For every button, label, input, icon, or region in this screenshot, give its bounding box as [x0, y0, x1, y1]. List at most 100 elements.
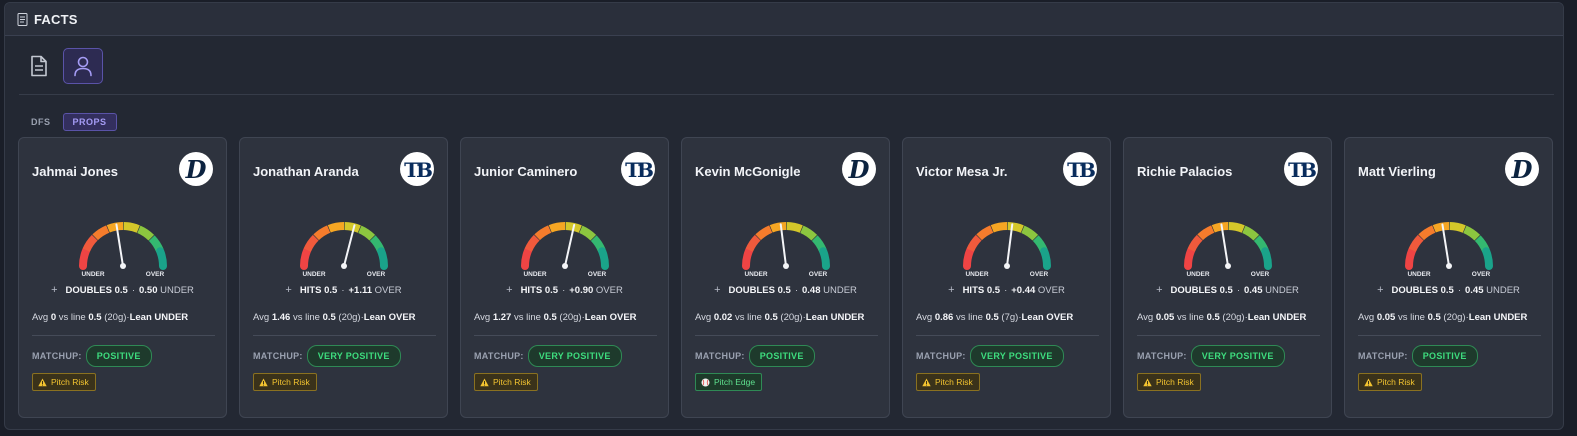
gauge-over-label: OVER	[1472, 271, 1491, 278]
gauge-needle	[115, 223, 124, 267]
avg-value: 0.05	[1155, 312, 1175, 323]
player-name: Matt Vierling	[1358, 164, 1436, 179]
gauge-segment	[327, 222, 345, 233]
stat-label: HITS 0.5	[962, 285, 1001, 296]
matchup-badge: POSITIVE	[748, 345, 815, 367]
detroit-tigers-logo: D	[179, 152, 213, 186]
matchup-badge: VERY POSITIVE	[1190, 345, 1285, 367]
stat-line: + DOUBLES 0.5 · 0.45 UNDER	[1377, 284, 1520, 296]
card-divider	[474, 335, 657, 336]
player-card[interactable]: Victor Mesa Jr. TB UNDER OVER + HITS 0.5 · +…	[902, 137, 1111, 418]
player-card[interactable]: Junior Caminero TB UNDER OVER + HITS 0.5 · +…	[460, 137, 669, 418]
card-divider	[32, 335, 215, 336]
svg-text:TB: TB	[1067, 158, 1095, 182]
stat-label: DOUBLES 0.5	[728, 285, 791, 296]
player-card[interactable]: Jahmai Jones D UNDER OVER + DOUBLES 0.5 · 0.…	[18, 137, 227, 418]
add-icon[interactable]: +	[51, 284, 58, 296]
detroit-tigers-logo: D	[1505, 152, 1539, 186]
gauge-under-label: UNDER	[302, 271, 325, 278]
gauge-hub	[1225, 263, 1231, 269]
gauge-segment	[1449, 222, 1466, 233]
tab-props[interactable]: PROPS	[62, 113, 117, 131]
pitch-risk-badge: Pitch Risk	[1137, 373, 1201, 391]
gauge-needle	[1006, 223, 1014, 267]
gauge-segment	[313, 225, 331, 241]
gauge-segment	[1418, 225, 1436, 241]
mode-tabs: DFS PROPS	[31, 113, 117, 131]
avg-value: 1.46	[271, 312, 291, 323]
player-card[interactable]: Richie Palacios TB UNDER OVER + DOUBLES 0.…	[1123, 137, 1332, 418]
gauge-segment	[598, 247, 609, 270]
add-icon[interactable]: +	[1156, 284, 1163, 296]
matchup-row: MATCHUP: POSITIVE	[32, 345, 152, 367]
add-icon[interactable]: +	[714, 284, 721, 296]
games-count: (7g)	[1001, 312, 1019, 323]
warning-icon	[1143, 378, 1152, 386]
gauge-segment	[377, 247, 388, 270]
add-icon[interactable]: +	[285, 284, 292, 296]
gauge-segment	[769, 222, 787, 233]
gauge-segment	[1408, 234, 1424, 252]
warning-icon	[1364, 378, 1373, 386]
stat-edge: 0.45	[1464, 285, 1484, 296]
line-value: 0.5	[1427, 312, 1441, 323]
player-card[interactable]: Jonathan Aranda TB UNDER OVER + HITS 0.5 · +…	[239, 137, 448, 418]
gauge-needle	[779, 223, 787, 267]
avg-value: 0	[50, 312, 57, 323]
line-value: 0.5	[1206, 312, 1220, 323]
add-icon[interactable]: +	[1377, 284, 1384, 296]
badge-label: Pitch Risk	[935, 377, 973, 387]
stat-direction: OVER	[1037, 285, 1065, 296]
pitch-risk-badge: Pitch Risk	[474, 373, 538, 391]
gauge-segment	[524, 234, 540, 252]
panel-header: FACTS	[5, 3, 1563, 36]
add-icon[interactable]: +	[948, 284, 955, 296]
gauge-segment	[123, 222, 140, 233]
document-view-button[interactable]	[19, 48, 59, 84]
gauge-over-label: OVER	[1030, 271, 1049, 278]
gauge-segment	[1261, 247, 1272, 270]
matchup-row: MATCHUP: VERY POSITIVE	[474, 345, 622, 367]
matchup-badge: VERY POSITIVE	[306, 345, 401, 367]
player-card[interactable]: Kevin McGonigle D UNDER OVER + DOUBLES 0.5…	[681, 137, 890, 418]
matchup-badge: POSITIVE	[85, 345, 152, 367]
matchup-row: MATCHUP: POSITIVE	[695, 345, 815, 367]
card-divider	[253, 335, 436, 336]
add-icon[interactable]: +	[506, 284, 513, 296]
gauge-segment	[742, 246, 754, 270]
games-count: (20g)	[1443, 312, 1466, 323]
stat-edge: +0.44	[1011, 285, 1036, 296]
pitch-risk-badge: Pitch Risk	[1358, 373, 1422, 391]
stat-direction: UNDER	[823, 285, 857, 296]
panel-title: FACTS	[34, 11, 78, 27]
matchup-row: MATCHUP: POSITIVE	[1358, 345, 1478, 367]
gauge-segment	[1187, 234, 1203, 252]
player-card[interactable]: Matt Vierling D UNDER OVER + DOUBLES 0.5 · 0…	[1344, 137, 1553, 418]
matchup-badge: VERY POSITIVE	[969, 345, 1064, 367]
player-view-button[interactable]	[63, 48, 103, 84]
gauge: UNDER OVER	[963, 222, 1051, 278]
gauge: UNDER OVER	[1405, 222, 1493, 278]
stat-direction: UNDER	[1265, 285, 1299, 296]
player-name: Jonathan Aranda	[253, 164, 359, 179]
gauge-hub	[1446, 263, 1452, 269]
gauge: UNDER OVER	[1184, 222, 1272, 278]
gauge-segment	[976, 225, 994, 241]
stat-line: + HITS 0.5 · +0.44 OVER	[948, 284, 1065, 296]
avg-value: 1.27	[492, 312, 512, 323]
warning-icon	[259, 378, 268, 386]
tab-dfs[interactable]: DFS	[31, 117, 51, 127]
document-icon	[31, 55, 47, 77]
gauge-segment	[1040, 247, 1051, 270]
gauge-segment	[300, 246, 312, 270]
gauge-segment	[1228, 222, 1245, 233]
lean-value: Lean UNDER	[129, 312, 189, 323]
matchup-badge: POSITIVE	[1411, 345, 1478, 367]
gauge-over-label: OVER	[809, 271, 828, 278]
gauge-needle	[343, 224, 356, 267]
matchup-label: MATCHUP:	[32, 351, 82, 361]
matchup-row: MATCHUP: VERY POSITIVE	[916, 345, 1064, 367]
matchup-row: MATCHUP: VERY POSITIVE	[253, 345, 401, 367]
lean-value: Lean UNDER	[805, 312, 865, 323]
average-line: Avg 1.27 vs line 0.5 (20g)·Lean OVER	[474, 312, 637, 323]
